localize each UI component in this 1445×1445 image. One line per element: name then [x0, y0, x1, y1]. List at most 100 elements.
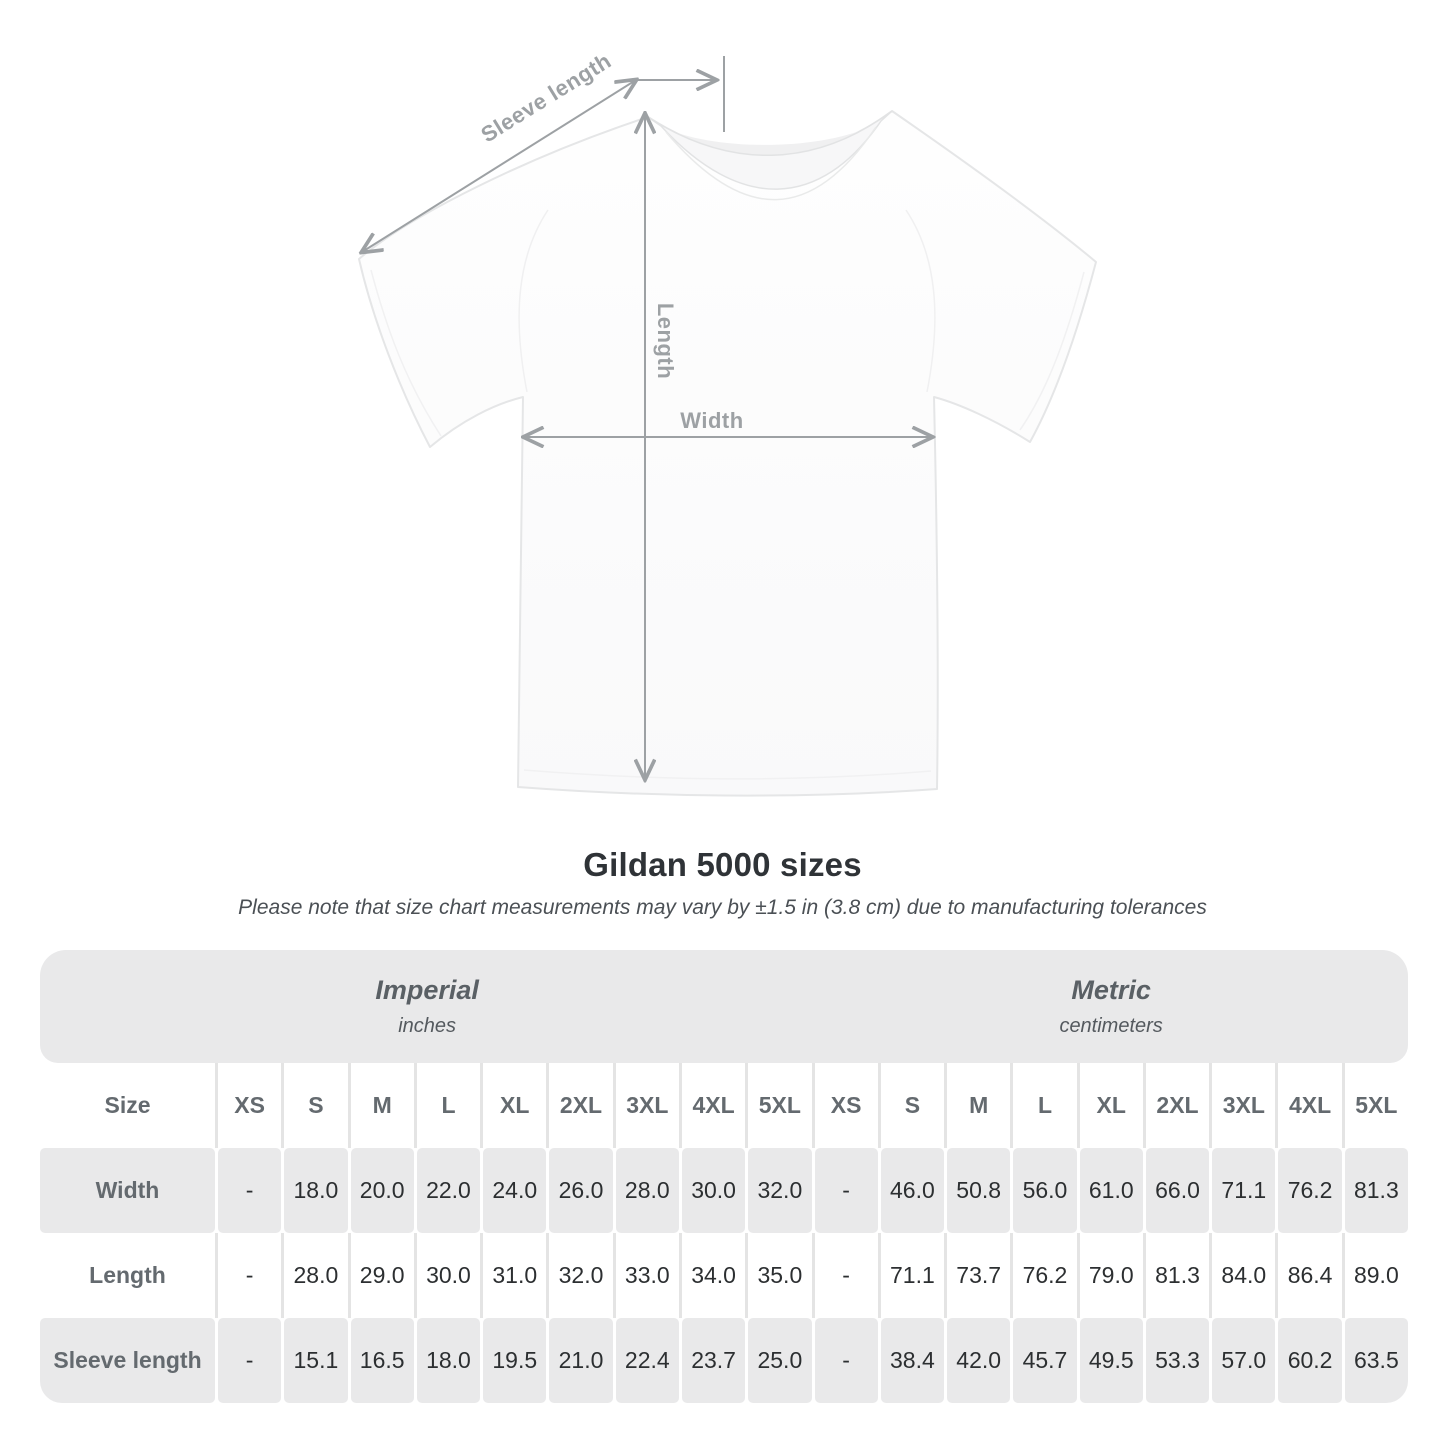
value-cell: 81.3 [1344, 1148, 1408, 1233]
size-table: Imperial inches Metric centimeters Size X… [40, 950, 1408, 1403]
value-cell: 26.0 [549, 1148, 613, 1233]
value-cell: 49.5 [1079, 1318, 1143, 1403]
table-row: Length -28.0 29.0 30.0 31.0 32.0 33.0 34.0 35.0-… [40, 1233, 1408, 1318]
tshirt-collar [647, 110, 893, 190]
size-header-cell: 2XL [1145, 1063, 1210, 1148]
value-cell: 15.1 [284, 1318, 348, 1403]
size-header-cell: 3XL [1212, 1063, 1276, 1148]
value-cell: 45.7 [1013, 1318, 1077, 1403]
value-cell: - [218, 1233, 282, 1318]
value-cell: 24.0 [483, 1148, 547, 1233]
value-cell: - [814, 1148, 878, 1233]
hem-stitch [523, 769, 932, 780]
sleeve-length-arrow [362, 80, 636, 252]
value-cell: 35.0 [748, 1233, 812, 1318]
value-cell: 89.0 [1344, 1233, 1408, 1318]
value-cell: 23.7 [681, 1318, 746, 1403]
right-cuff-stitch [1019, 271, 1085, 431]
size-header-cell: L [416, 1063, 481, 1148]
size-header-cell: 2XL [549, 1063, 613, 1148]
value-cell: 30.0 [681, 1148, 746, 1233]
value-cell: 18.0 [416, 1318, 481, 1403]
value-cell: 60.2 [1278, 1318, 1342, 1403]
size-header-cell: 4XL [681, 1063, 746, 1148]
row-label: Sleeve length [40, 1318, 215, 1403]
value-cell: 20.0 [350, 1148, 414, 1233]
value-cell: 33.0 [615, 1233, 679, 1318]
value-cell: 71.1 [880, 1233, 945, 1318]
value-cell: - [218, 1318, 282, 1403]
value-cell: 16.5 [350, 1318, 414, 1403]
value-cell: 34.0 [681, 1233, 746, 1318]
value-cell: 53.3 [1145, 1318, 1210, 1403]
value-cell: 61.0 [1079, 1148, 1143, 1233]
metric-group-title: Metric [1071, 975, 1151, 1005]
value-cell: 28.0 [284, 1233, 348, 1318]
size-header-cell: XL [1079, 1063, 1143, 1148]
tolerance-note: Please note that size chart measurements… [238, 896, 1207, 919]
size-header-cell: S [284, 1063, 348, 1148]
left-cuff-stitch [370, 269, 442, 437]
units-group-header: Imperial inches Metric centimeters [40, 950, 1408, 1063]
value-cell: 29.0 [350, 1233, 414, 1318]
table-row: Width -18.0 20.0 22.0 24.0 26.0 28.0 30.0 32.0-4… [40, 1148, 1408, 1233]
value-cell: 79.0 [1079, 1233, 1143, 1318]
metric-group-header: Metric centimeters [814, 950, 1408, 1063]
value-cell: 18.0 [284, 1148, 348, 1233]
table-body: Width -18.0 20.0 22.0 24.0 26.0 28.0 30.0 32.0-4… [40, 1148, 1408, 1403]
size-header-cell: 3XL [615, 1063, 679, 1148]
value-cell: 21.0 [549, 1318, 613, 1403]
value-cell: 76.2 [1013, 1233, 1077, 1318]
value-cell: 22.4 [615, 1318, 679, 1403]
size-header-cell: L [1013, 1063, 1077, 1148]
size-header-cell: 5XL [1344, 1063, 1408, 1148]
value-cell: 56.0 [1013, 1148, 1077, 1233]
value-cell: 73.7 [947, 1233, 1011, 1318]
value-cell: 76.2 [1278, 1148, 1342, 1233]
value-cell: 46.0 [880, 1148, 945, 1233]
size-header-cell: 4XL [1278, 1063, 1342, 1148]
value-cell: 25.0 [748, 1318, 812, 1403]
value-cell: - [814, 1233, 878, 1318]
value-cell: 22.0 [416, 1148, 481, 1233]
value-cell: 32.0 [748, 1148, 812, 1233]
row-label: Width [40, 1148, 215, 1233]
row-label: Length [40, 1233, 215, 1318]
value-cell: 30.0 [416, 1233, 481, 1318]
size-header-row: Size XS S M L XL 2XL 3XL 4XL 5XL XS S M L XL 2XL 3XL 4XL 5… [40, 1063, 1408, 1148]
width-label: Width [680, 408, 743, 433]
size-header-cell: XS [814, 1063, 878, 1148]
value-cell: - [814, 1318, 878, 1403]
value-cell: 42.0 [947, 1318, 1011, 1403]
page-title: Gildan 5000 sizes [583, 846, 862, 883]
right-armhole-seam [905, 209, 936, 393]
value-cell: 57.0 [1212, 1318, 1276, 1403]
value-cell: 84.0 [1212, 1233, 1276, 1318]
imperial-group-title: Imperial [375, 975, 479, 1005]
value-cell: 28.0 [615, 1148, 679, 1233]
length-label: Length [653, 303, 678, 379]
tshirt-body [358, 110, 1097, 797]
value-cell: - [218, 1148, 282, 1233]
value-cell: 66.0 [1145, 1148, 1210, 1233]
imperial-group-unit: inches [398, 1015, 457, 1037]
value-cell: 38.4 [880, 1318, 945, 1403]
collar-stitch-line [665, 126, 877, 201]
size-header-cell: M [350, 1063, 414, 1148]
value-cell: 50.8 [947, 1148, 1011, 1233]
value-cell: 71.1 [1212, 1148, 1276, 1233]
tshirt-illustration: Sleeve length Length Width [0, 48, 1097, 797]
size-header-cell: XS [218, 1063, 282, 1148]
table-row: Sleeve length -15.1 16.5 18.0 19.5 21.0 22.4 23… [40, 1318, 1408, 1403]
value-cell: 86.4 [1278, 1233, 1342, 1318]
size-header-cell: S [880, 1063, 945, 1148]
sleeve-length-label: Sleeve length [476, 48, 615, 147]
size-header-cell: M [947, 1063, 1011, 1148]
value-cell: 32.0 [549, 1233, 613, 1318]
size-header-cell: XL [483, 1063, 547, 1148]
imperial-group-header: Imperial inches [40, 950, 814, 1063]
value-cell: 31.0 [483, 1233, 547, 1318]
size-header-cell: 5XL [748, 1063, 812, 1148]
value-cell: 81.3 [1145, 1233, 1210, 1318]
